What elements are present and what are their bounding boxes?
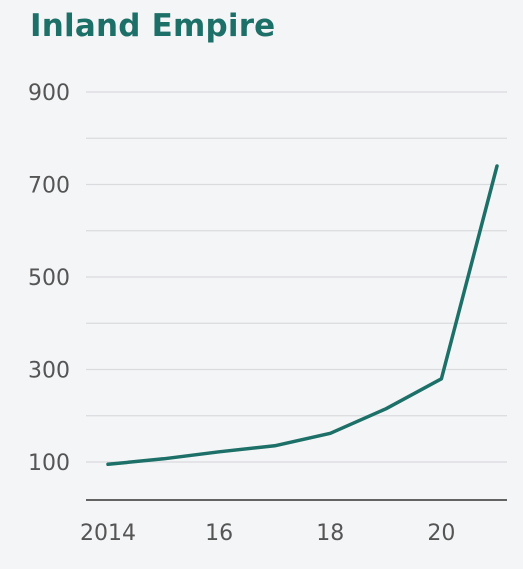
- chart-title: Inland Empire: [30, 8, 276, 44]
- series-line-0: [106, 164, 499, 467]
- x-tick-label-18: 18: [316, 521, 344, 546]
- y-tick-label-100: 100: [28, 451, 70, 476]
- x-tick-label-20: 20: [427, 521, 455, 546]
- series-lines: [106, 164, 499, 467]
- grid-lines: [86, 91, 507, 463]
- x-tick-label-16: 16: [205, 521, 233, 546]
- x-tick-label-2014: 2014: [80, 521, 136, 546]
- x-tick-labels: 2014 16 18 20: [80, 521, 455, 546]
- y-tick-label-900: 900: [28, 81, 70, 106]
- y-tick-label-300: 300: [28, 359, 70, 384]
- y-tick-label-500: 500: [28, 266, 70, 291]
- y-tick-labels: 100 300 500 700 900: [28, 81, 70, 476]
- y-tick-label-700: 700: [28, 174, 70, 199]
